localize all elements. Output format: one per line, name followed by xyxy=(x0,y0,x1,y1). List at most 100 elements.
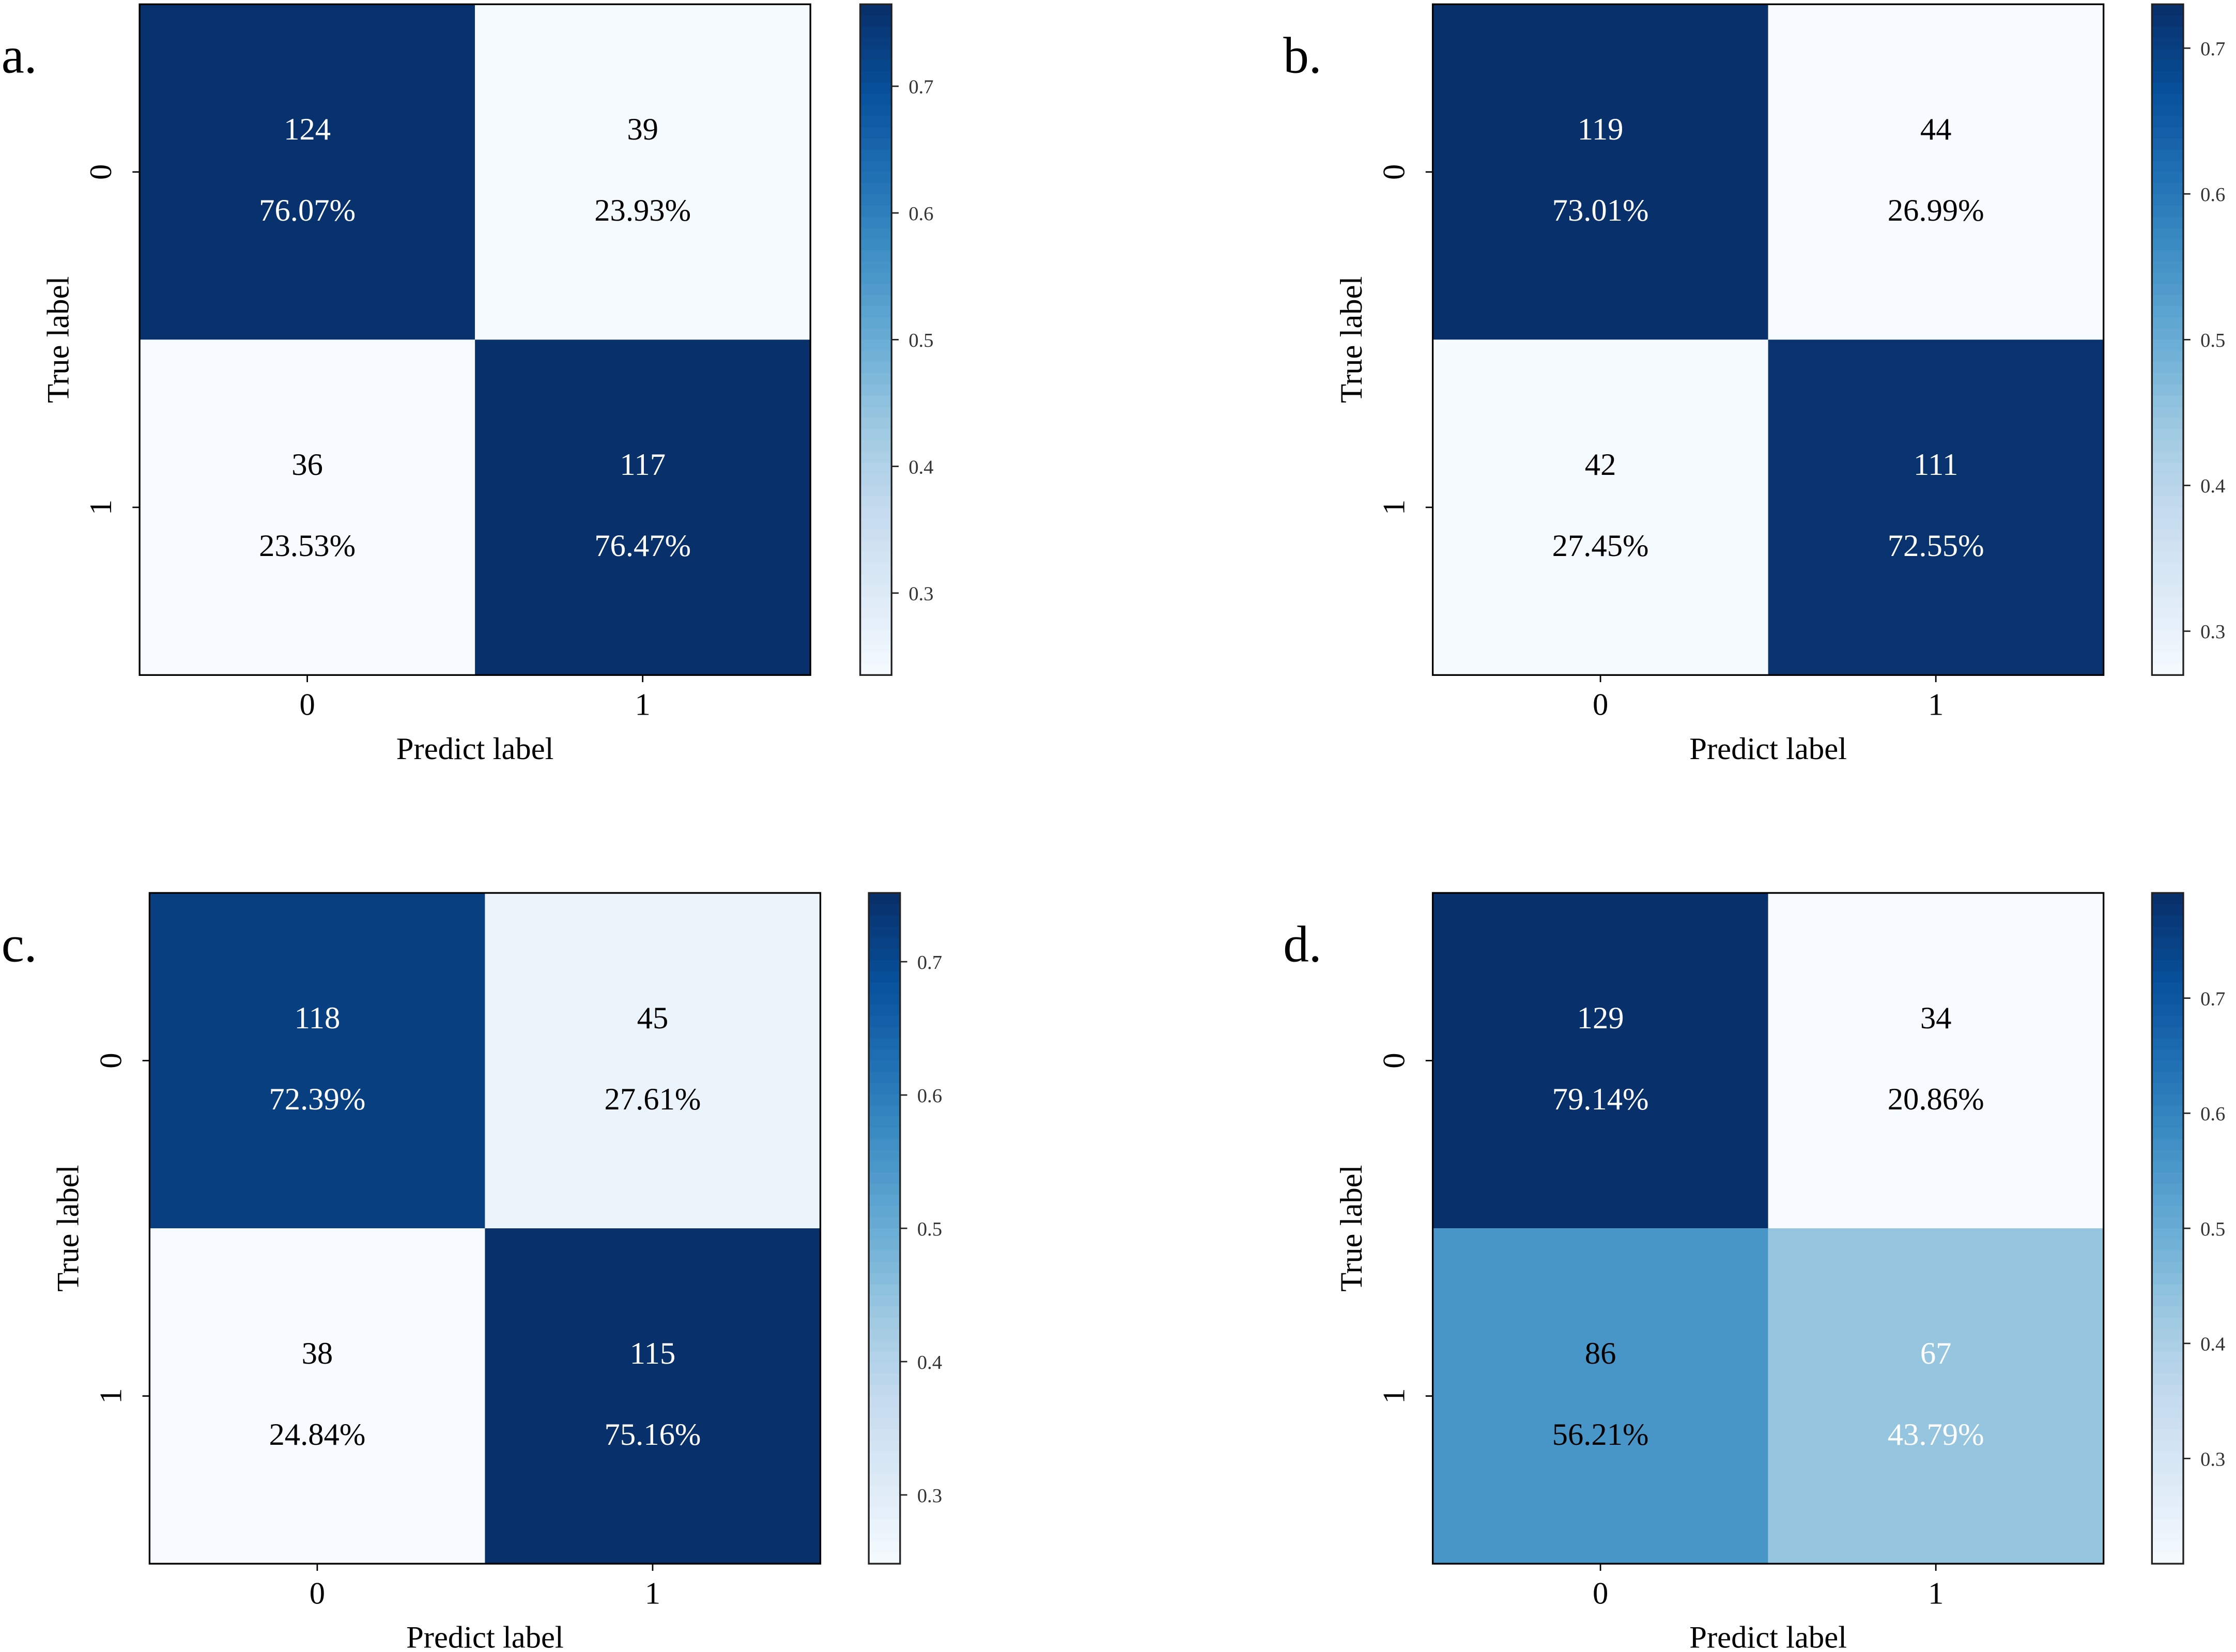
colorbar-segment xyxy=(869,1362,900,1375)
colorbar-segment xyxy=(2152,630,2184,643)
colorbar-segment xyxy=(860,250,892,263)
cell-percent: 56.21% xyxy=(1552,1417,1649,1452)
colorbar-segment xyxy=(860,272,892,285)
colorbar-segment xyxy=(869,982,900,995)
colorbar-segment xyxy=(869,1094,900,1106)
colorbar-segment xyxy=(860,384,892,397)
colorbar-segment xyxy=(860,395,892,408)
colorbar-tick-label: 0.6 xyxy=(917,1085,942,1107)
colorbar-tick-label: 0.5 xyxy=(2200,330,2225,351)
colorbar-segment xyxy=(2152,893,2184,905)
colorbar-segment xyxy=(2152,552,2184,564)
colorbar-segment xyxy=(2152,971,2184,983)
cell-percent: 27.61% xyxy=(605,1082,701,1117)
panel-label: b. xyxy=(1283,28,1321,84)
colorbar-segment xyxy=(869,1318,900,1330)
colorbar-segment xyxy=(860,641,892,654)
colorbar-segment xyxy=(869,1530,900,1542)
colorbar-segment xyxy=(2152,1418,2184,1431)
cell-count: 118 xyxy=(295,1001,341,1036)
cell-count: 124 xyxy=(284,112,331,147)
colorbar-segment xyxy=(2152,440,2184,453)
x-axis-label: Predict label xyxy=(1689,732,1847,766)
colorbar-segment xyxy=(860,429,892,441)
cell-percent: 43.79% xyxy=(1888,1417,1984,1452)
y-tick-label: 1 xyxy=(1377,500,1411,515)
colorbar-segment xyxy=(2152,960,2184,972)
cell-count: 45 xyxy=(637,1001,669,1036)
colorbar-segment xyxy=(869,1552,900,1565)
colorbar-segment xyxy=(2152,1273,2184,1285)
colorbar-segment xyxy=(860,407,892,419)
colorbar-segment xyxy=(2152,1228,2184,1241)
colorbar-segment xyxy=(860,295,892,307)
colorbar-segment xyxy=(860,608,892,620)
heatmap-cell xyxy=(485,1228,821,1564)
colorbar-segment xyxy=(860,507,892,520)
x-tick-label: 1 xyxy=(645,1576,660,1611)
colorbar-segment xyxy=(869,893,900,905)
colorbar-segment xyxy=(2152,1016,2184,1028)
y-axis-label: True label xyxy=(1334,1165,1369,1291)
x-tick-label: 1 xyxy=(635,688,651,722)
colorbar-segment xyxy=(860,350,892,363)
colorbar-segment xyxy=(860,172,892,184)
cell-percent: 26.99% xyxy=(1888,193,1984,228)
colorbar-segment xyxy=(869,1496,900,1509)
colorbar-segment xyxy=(2152,328,2184,341)
colorbar-segment xyxy=(2152,94,2184,106)
colorbar-segment xyxy=(860,116,892,128)
colorbar-segment xyxy=(2152,116,2184,128)
colorbar-segment xyxy=(2152,295,2184,307)
colorbar-segment xyxy=(869,1429,900,1442)
colorbar-segment xyxy=(860,552,892,564)
colorbar-segment xyxy=(2152,1441,2184,1453)
heatmap-cell xyxy=(1768,4,2104,340)
y-axis-label: True label xyxy=(1334,276,1369,403)
colorbar-segment xyxy=(869,1195,900,1207)
matrix-frame xyxy=(1431,3,2105,676)
colorbar-segment xyxy=(860,161,892,173)
colorbar-tick-label: 0.3 xyxy=(908,583,933,605)
cell-count: 111 xyxy=(1914,447,1958,482)
colorbar-segment xyxy=(2152,496,2184,508)
colorbar-segment xyxy=(860,339,892,352)
colorbar-segment xyxy=(2152,904,2184,916)
colorbar-segment xyxy=(860,418,892,430)
colorbar-segment xyxy=(2152,1340,2184,1352)
colorbar-segment xyxy=(869,904,900,916)
colorbar-segment xyxy=(860,71,892,84)
colorbar-segment xyxy=(2152,429,2184,441)
colorbar-segment xyxy=(2152,384,2184,397)
colorbar-segment xyxy=(2152,407,2184,419)
colorbar-segment xyxy=(860,619,892,631)
colorbar-tick-label: 0.7 xyxy=(2200,38,2225,60)
colorbar-segment xyxy=(2152,60,2184,72)
colorbar-segment xyxy=(2152,1094,2184,1106)
colorbar-segment xyxy=(2152,915,2184,928)
colorbar-segment xyxy=(860,15,892,28)
colorbar-tick-label: 0.7 xyxy=(908,76,933,98)
colorbar-segment xyxy=(2152,272,2184,285)
colorbar-segment xyxy=(2152,183,2184,195)
colorbar-tick-label: 0.3 xyxy=(2200,1448,2225,1470)
x-axis-label: Predict label xyxy=(396,732,554,766)
colorbar-segment xyxy=(2152,172,2184,184)
colorbar-segment xyxy=(869,1038,900,1051)
colorbar-segment xyxy=(2152,1239,2184,1252)
colorbar-segment xyxy=(2152,1429,2184,1442)
colorbar-segment xyxy=(860,127,892,140)
colorbar-segment xyxy=(869,1250,900,1263)
cell-percent: 76.07% xyxy=(259,193,356,228)
colorbar-tick-label: 0.6 xyxy=(908,203,933,225)
colorbar-segment xyxy=(2152,1318,2184,1330)
matrix-frame xyxy=(138,3,811,676)
cell-percent: 73.01% xyxy=(1552,193,1649,228)
colorbar-segment xyxy=(869,1005,900,1017)
colorbar-segment xyxy=(869,937,900,950)
colorbar-segment xyxy=(869,1139,900,1151)
colorbar-segment xyxy=(860,541,892,553)
colorbar-segment xyxy=(860,306,892,318)
colorbar-segment xyxy=(2152,395,2184,408)
